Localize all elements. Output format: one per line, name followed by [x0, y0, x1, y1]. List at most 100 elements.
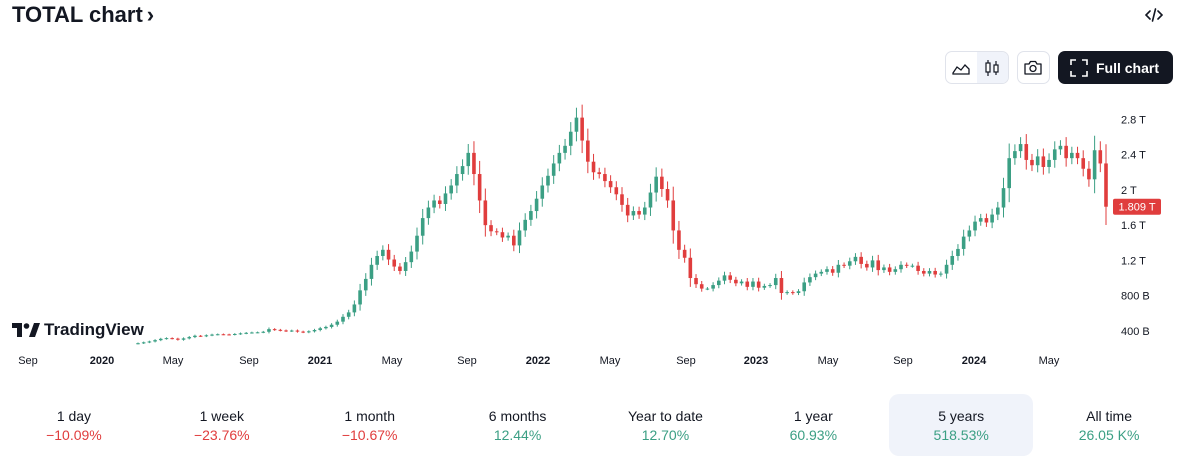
- period-all-time[interactable]: All time 26.05 K%: [1037, 394, 1181, 456]
- candle-body: [426, 207, 431, 219]
- candle-body: [648, 192, 653, 208]
- candle-body: [432, 200, 436, 208]
- candle-body: [682, 249, 687, 258]
- candle-body: [381, 249, 385, 256]
- candle-body: [318, 328, 323, 331]
- candle-body: [1070, 152, 1074, 159]
- candle-body: [574, 117, 579, 132]
- period-label: 6 months: [488, 407, 547, 424]
- candle-body: [591, 161, 596, 173]
- candle-body: [181, 338, 186, 340]
- candle-body: [512, 235, 516, 246]
- area-chart-button[interactable]: [946, 52, 977, 83]
- candle-body: [961, 236, 966, 249]
- candle-body: [819, 271, 824, 274]
- x-tick-label: 2020: [90, 355, 114, 367]
- embed-code-icon[interactable]: [1143, 5, 1165, 25]
- candle-body: [745, 281, 750, 287]
- camera-icon: [1024, 60, 1043, 75]
- candle-body: [437, 200, 442, 204]
- candle-body: [375, 255, 379, 265]
- tradingview-logo: TradingView: [12, 320, 144, 340]
- candle-body: [153, 340, 157, 342]
- period-1-week[interactable]: 1 week −23.76%: [150, 394, 294, 456]
- candle-body: [1018, 144, 1023, 152]
- candle-body: [813, 273, 818, 278]
- y-tick-label: 800 B: [1121, 291, 1150, 303]
- candle-body: [1041, 156, 1046, 167]
- candle-body: [904, 264, 909, 266]
- candle-body: [842, 264, 846, 266]
- period-6-months[interactable]: 6 months 12.44%: [446, 394, 590, 456]
- x-tick-label: Sep: [676, 355, 696, 367]
- y-tick-label: 400 B: [1121, 326, 1150, 338]
- candle-body: [859, 256, 863, 264]
- candle-body: [939, 273, 943, 275]
- candle-body: [802, 282, 807, 292]
- candle-body: [1007, 158, 1011, 189]
- candle-body: [739, 281, 744, 284]
- candle-body: [164, 338, 169, 340]
- x-tick-label: Sep: [239, 355, 259, 367]
- period-5-years[interactable]: 5 years 518.53%: [889, 394, 1034, 456]
- candle-body: [631, 211, 636, 216]
- candle-body: [865, 263, 869, 268]
- period-change: 12.70%: [641, 426, 690, 443]
- candle-body: [312, 330, 317, 332]
- candle-body: [825, 269, 829, 272]
- period-label: All time: [1086, 407, 1133, 424]
- candle-body: [717, 280, 721, 286]
- candle-body: [694, 278, 698, 285]
- candle-body: [1052, 149, 1057, 160]
- candle-body: [853, 256, 858, 262]
- period-1-year[interactable]: 1 year 60.93%: [741, 394, 885, 456]
- period-1-month[interactable]: 1 month −10.67%: [298, 394, 442, 456]
- candle-body: [415, 235, 419, 252]
- candle-body: [455, 174, 459, 186]
- period-label: Year to date: [627, 407, 703, 424]
- candles-chart-button[interactable]: [976, 52, 1008, 83]
- candle-body: [756, 281, 761, 288]
- full-chart-button[interactable]: Full chart: [1057, 51, 1173, 84]
- candle-body: [677, 230, 681, 250]
- candle-body: [614, 187, 619, 195]
- fullscreen-icon: [1070, 58, 1088, 77]
- candle-body: [204, 335, 209, 337]
- candle-body: [193, 335, 197, 338]
- snapshot-button[interactable]: [1016, 51, 1050, 84]
- period-change: −23.76%: [193, 426, 250, 443]
- candle-body: [136, 343, 140, 345]
- candle-body: [1030, 159, 1034, 166]
- candle-body: [403, 262, 408, 271]
- candle-body: [506, 235, 510, 238]
- candle-body: [420, 218, 425, 236]
- candle-body: [546, 175, 550, 186]
- candle-body: [176, 338, 180, 340]
- y-tick-label: 2 T: [1121, 185, 1137, 197]
- x-tick-label: 2024: [962, 355, 987, 367]
- candle-body: [352, 304, 357, 313]
- candle-body: [768, 285, 772, 287]
- period-year-to-date[interactable]: Year to date 12.70%: [594, 394, 738, 456]
- candle-body: [466, 152, 471, 167]
- candle-body: [660, 176, 664, 190]
- candle-body: [1047, 159, 1051, 167]
- candles-icon: [985, 59, 1000, 76]
- candle-body: [215, 334, 220, 336]
- candle-body: [620, 194, 624, 205]
- candle-body: [398, 266, 402, 271]
- candle-body: [534, 198, 539, 212]
- candle-body: [141, 342, 146, 344]
- candle-body: [1098, 150, 1103, 164]
- candle-body: [443, 193, 448, 204]
- page-title-text: TOTAL chart: [12, 2, 143, 27]
- candle-body: [671, 200, 676, 231]
- candle-body: [289, 330, 294, 332]
- candle-body: [580, 117, 584, 141]
- candle-body: [278, 329, 283, 331]
- page-title[interactable]: TOTAL chart ›: [12, 2, 154, 28]
- x-tick-label: May: [382, 355, 403, 367]
- candle-body: [227, 334, 231, 336]
- period-1-day[interactable]: 1 day −10.09%: [2, 394, 146, 456]
- price-chart[interactable]: 400 B 800 B 1.2 T 1.6 T 2 T 2.4 T 2.8 T 1.809 T…: [0, 90, 1183, 380]
